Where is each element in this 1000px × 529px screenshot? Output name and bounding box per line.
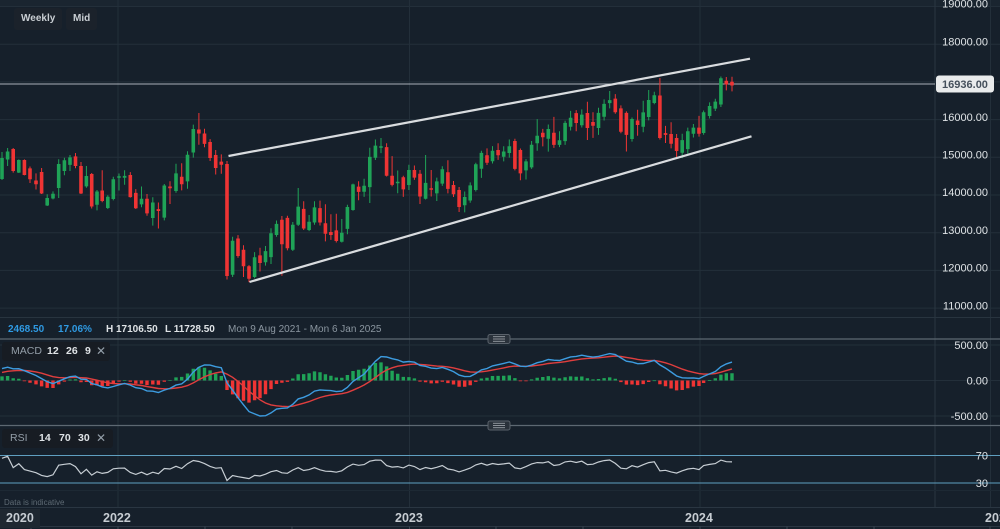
svg-text:18000.00: 18000.00 — [942, 36, 988, 48]
svg-text:11000.00: 11000.00 — [943, 300, 988, 312]
svg-text:70: 70 — [976, 450, 988, 462]
svg-text:500.00: 500.00 — [954, 340, 988, 352]
svg-text:15000.00: 15000.00 — [942, 150, 988, 162]
svg-text:-500.00: -500.00 — [951, 411, 988, 423]
svg-text:0.00: 0.00 — [967, 375, 988, 387]
svg-text:13000.00: 13000.00 — [942, 225, 988, 237]
svg-text:30: 30 — [976, 478, 988, 490]
svg-text:12000.00: 12000.00 — [942, 263, 988, 275]
svg-text:19000.00: 19000.00 — [942, 0, 988, 11]
svg-text:14000.00: 14000.00 — [942, 187, 988, 199]
svg-text:16936.00: 16936.00 — [942, 79, 988, 91]
svg-text:16000.00: 16000.00 — [942, 112, 988, 124]
